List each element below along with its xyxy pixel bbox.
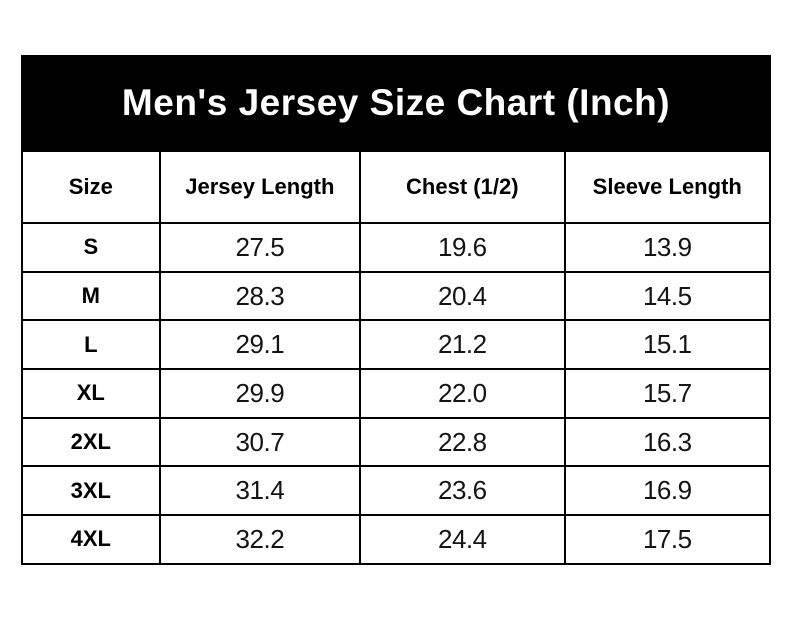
sleeve-length-cell: 16.3 bbox=[563, 416, 771, 468]
sleeve-length-cell: 15.1 bbox=[563, 319, 771, 371]
chart-title: Men's Jersey Size Chart (Inch) bbox=[121, 81, 671, 123]
table-body: S 27.5 19.6 13.9 M 28.3 20.4 14.5 L 29.1… bbox=[21, 222, 771, 565]
chest-cell: 19.6 bbox=[359, 222, 566, 273]
sleeve-length-cell: 16.9 bbox=[563, 465, 771, 517]
size-cell: 2XL bbox=[21, 416, 161, 468]
column-header-size: Size bbox=[21, 150, 161, 224]
header-row: Size Jersey Length Chest (1/2) Sleeve Le… bbox=[21, 150, 771, 224]
table-header: Size Jersey Length Chest (1/2) Sleeve Le… bbox=[21, 150, 771, 224]
column-header-chest: Chest (1/2) bbox=[359, 150, 566, 224]
size-cell: 3XL bbox=[21, 465, 161, 517]
size-chart: Men's Jersey Size Chart (Inch) Size Jers… bbox=[21, 55, 771, 565]
sleeve-length-cell: 13.9 bbox=[563, 222, 771, 273]
column-header-sleeve-length: Sleeve Length bbox=[563, 150, 771, 224]
jersey-length-cell: 32.2 bbox=[158, 514, 362, 565]
sleeve-length-cell: 17.5 bbox=[563, 514, 771, 565]
chest-cell: 22.0 bbox=[359, 368, 566, 419]
table-row: 3XL 31.4 23.6 16.9 bbox=[21, 465, 771, 517]
size-cell: M bbox=[21, 270, 161, 322]
column-header-jersey-length: Jersey Length bbox=[158, 150, 362, 224]
size-cell: 4XL bbox=[21, 514, 161, 565]
chest-cell: 22.8 bbox=[359, 416, 566, 468]
jersey-length-cell: 27.5 bbox=[158, 222, 362, 273]
jersey-length-cell: 29.1 bbox=[158, 319, 362, 371]
table-row: XL 29.9 22.0 15.7 bbox=[21, 368, 771, 419]
chest-cell: 23.6 bbox=[359, 465, 566, 517]
chest-cell: 20.4 bbox=[359, 270, 566, 322]
size-table: Size Jersey Length Chest (1/2) Sleeve Le… bbox=[21, 150, 771, 565]
sleeve-length-cell: 15.7 bbox=[563, 368, 771, 419]
sleeve-length-cell: 14.5 bbox=[563, 270, 771, 322]
table-row: 2XL 30.7 22.8 16.3 bbox=[21, 416, 771, 468]
jersey-length-cell: 30.7 bbox=[158, 416, 362, 468]
size-cell: XL bbox=[21, 368, 161, 419]
chart-title-band: Men's Jersey Size Chart (Inch) bbox=[21, 55, 771, 150]
chest-cell: 21.2 bbox=[359, 319, 566, 371]
jersey-length-cell: 31.4 bbox=[158, 465, 362, 517]
jersey-length-cell: 28.3 bbox=[158, 270, 362, 322]
chest-cell: 24.4 bbox=[359, 514, 566, 565]
size-cell: L bbox=[21, 319, 161, 371]
table-row: 4XL 32.2 24.4 17.5 bbox=[21, 514, 771, 565]
table-row: M 28.3 20.4 14.5 bbox=[21, 270, 771, 322]
size-cell: S bbox=[21, 222, 161, 273]
jersey-length-cell: 29.9 bbox=[158, 368, 362, 419]
table-row: L 29.1 21.2 15.1 bbox=[21, 319, 771, 371]
table-row: S 27.5 19.6 13.9 bbox=[21, 222, 771, 273]
